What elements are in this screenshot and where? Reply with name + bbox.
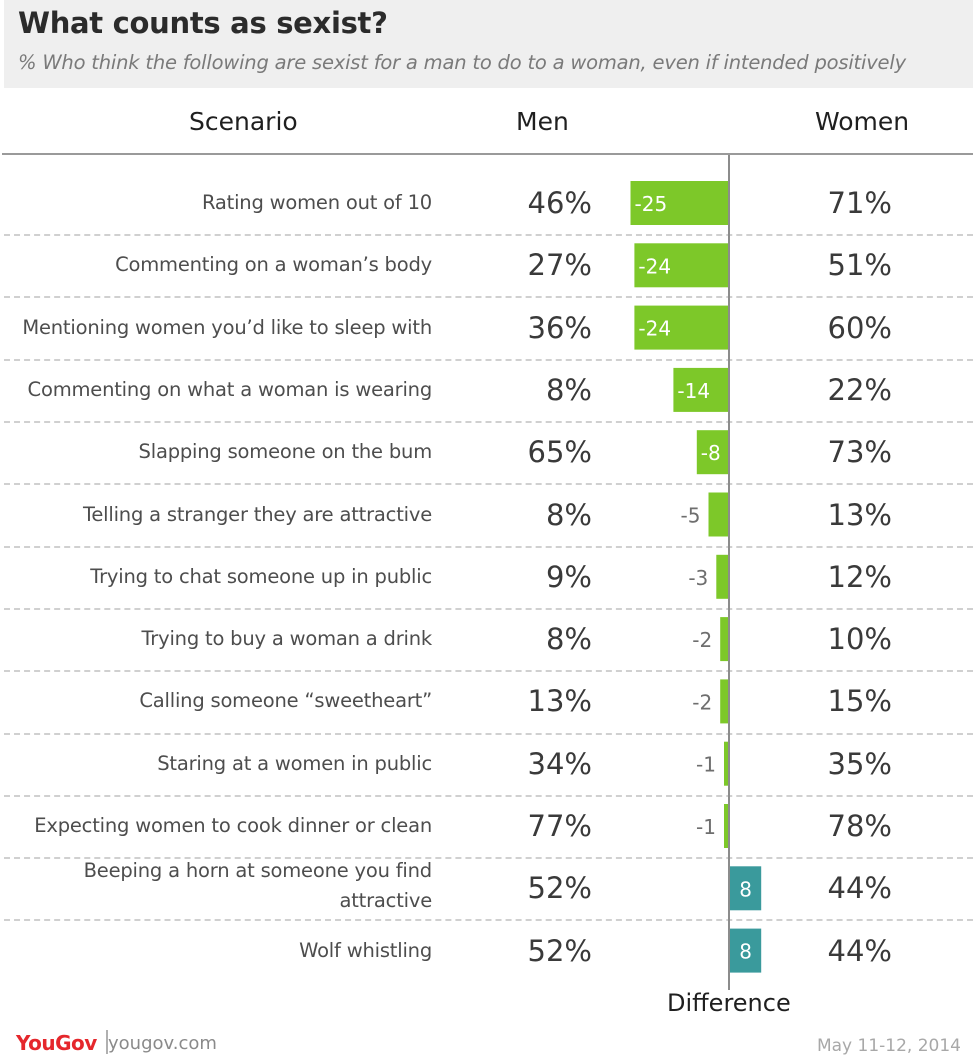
scenario-label: Trying to chat someone up in public (90, 564, 432, 588)
men-value: 34% (527, 746, 592, 781)
men-value: 8% (545, 372, 592, 407)
men-value: 52% (527, 871, 592, 906)
column-header-scenario: Scenario (189, 107, 298, 136)
scenario-label: Expecting women to cook dinner or clean (34, 814, 432, 837)
women-value: 10% (827, 622, 892, 657)
men-value: 46% (527, 186, 592, 220)
row-separator (4, 795, 973, 797)
difference-bar (720, 617, 728, 662)
column-header-women: Women (815, 107, 910, 136)
men-value: 8% (545, 497, 592, 532)
scenario-label: Trying to buy a woman a drink (141, 627, 432, 651)
women-value: 73% (827, 435, 892, 470)
scenario-label: Calling someone “sweetheart” (139, 689, 432, 713)
difference-bar (730, 928, 762, 973)
difference-label: -14 (677, 379, 710, 403)
difference-label: -2 (692, 690, 712, 714)
difference-bar (716, 554, 728, 599)
difference-bar (724, 741, 728, 786)
difference-label: 8 (739, 940, 752, 964)
men-value: 77% (527, 809, 592, 843)
difference-label: 8 (739, 877, 752, 901)
women-value: 13% (827, 497, 892, 532)
difference-bar (708, 492, 728, 537)
difference-label: -1 (696, 753, 716, 777)
scenario-label: Commenting on a woman’s body (115, 253, 432, 277)
women-value: 71% (827, 186, 892, 220)
row-separator (4, 483, 973, 485)
difference-bar (634, 305, 728, 350)
row-separator (4, 670, 973, 672)
difference-label: -24 (638, 317, 671, 341)
scenario-label: Wolf whistling (299, 938, 432, 962)
women-value: 51% (827, 248, 892, 283)
women-value: 35% (827, 746, 892, 781)
scenario-label: Mentioning women you’d like to sleep wit… (22, 315, 432, 339)
men-value: 8% (545, 622, 592, 657)
difference-label: -5 (681, 504, 701, 528)
difference-bar (730, 866, 762, 911)
men-value: 13% (527, 684, 592, 719)
difference-bar (673, 367, 728, 412)
scenario-label: Telling a stranger they are attractive (82, 502, 432, 526)
women-value: 60% (827, 310, 892, 345)
zero-baseline (728, 155, 730, 990)
scenario-label: Slapping someone on the bum (138, 440, 433, 464)
difference-label: -25 (635, 192, 668, 216)
scenario-label: Beeping a horn at someone you find attra… (83, 859, 433, 913)
yougov-logo: YouGov (16, 1031, 97, 1055)
women-value: 78% (827, 809, 892, 843)
difference-axis-label: Difference (667, 989, 791, 1017)
difference-label: -1 (696, 815, 716, 839)
difference-label: -2 (692, 628, 712, 652)
footer-divider (106, 1030, 108, 1054)
row-separator (4, 296, 973, 298)
header-panel: What counts as sexist? % Who think the f… (4, 0, 973, 88)
men-value: 36% (527, 310, 592, 345)
row-separator (4, 359, 973, 361)
women-value: 12% (827, 559, 892, 594)
difference-label: -24 (638, 254, 671, 278)
chart-subtitle: % Who think the following are sexist for… (18, 51, 906, 74)
row-separator (4, 857, 973, 859)
difference-bar (720, 679, 728, 724)
difference-bar (724, 804, 728, 848)
row-separator (4, 546, 973, 548)
row-separator (4, 608, 973, 610)
row-separator (4, 919, 973, 921)
column-header-men: Men (516, 107, 569, 136)
men-value: 52% (527, 933, 592, 968)
scenario-label: Staring at a women in public (157, 751, 432, 775)
difference-label: -8 (701, 441, 721, 465)
men-value: 27% (527, 248, 592, 283)
women-value: 44% (827, 871, 892, 906)
chart-title: What counts as sexist? (18, 6, 388, 40)
row-separator (4, 234, 973, 236)
difference-label: -3 (688, 566, 708, 590)
footer-site-link[interactable]: yougov.com (108, 1033, 217, 1054)
difference-bar (634, 243, 728, 288)
men-value: 9% (545, 559, 592, 594)
row-separator (4, 733, 973, 735)
header-rule (2, 153, 973, 155)
men-value: 65% (527, 435, 592, 470)
scenario-label: Commenting on what a woman is wearing (27, 377, 433, 401)
women-value: 22% (827, 372, 892, 407)
scenario-label: Rating women out of 10 (201, 191, 432, 214)
difference-bar (696, 430, 728, 475)
difference-bar (630, 181, 728, 225)
footer-date: May 11-12, 2014 (816, 1036, 961, 1056)
women-value: 44% (827, 933, 892, 968)
women-value: 15% (827, 684, 892, 719)
row-separator (4, 421, 973, 423)
